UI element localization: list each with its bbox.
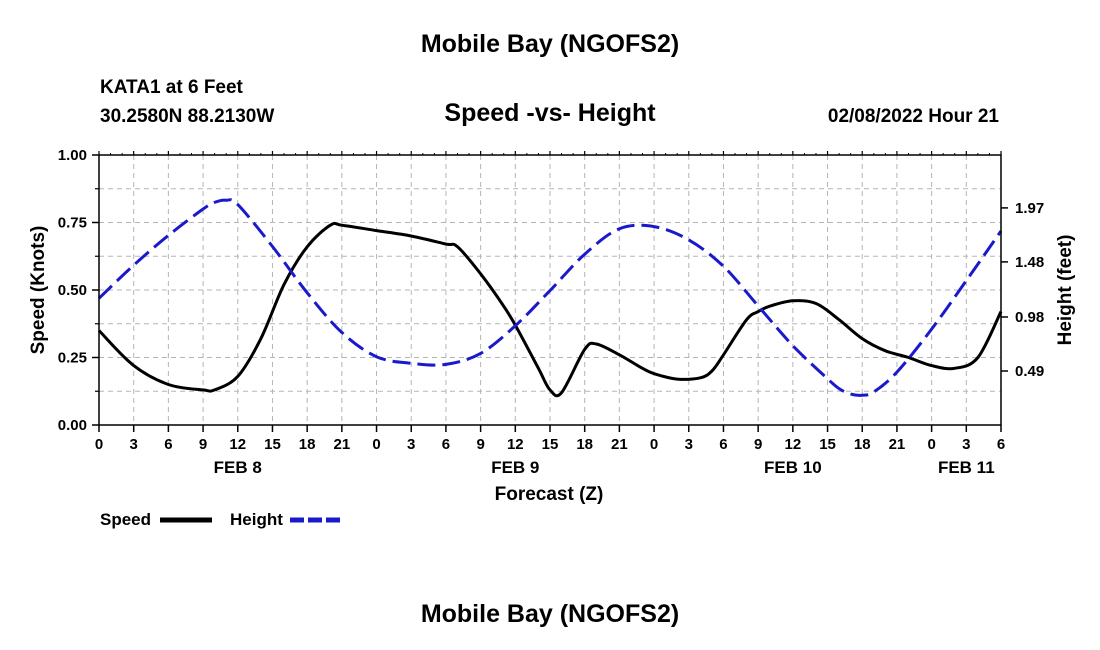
station-coordinates: 30.2580N 88.2130W	[100, 106, 275, 127]
x-tick-label: 21	[334, 436, 351, 453]
x-tick-label: 0	[372, 436, 380, 453]
speed-series-line	[97, 221, 1003, 398]
x-tick-label: 3	[685, 436, 693, 453]
y2-tick-label: 1.48	[1015, 254, 1044, 271]
x-tick-label: 6	[442, 436, 450, 453]
y2-tick-label: 0.49	[1015, 363, 1044, 380]
series-layer	[97, 198, 1003, 398]
x-tick-label: 15	[264, 436, 281, 453]
y-axis-label: Speed (Knots)	[28, 226, 49, 355]
station-name: KATA1 at 6 Feet	[100, 77, 243, 98]
x-tick-label: 18	[576, 436, 593, 453]
x-tick-label: 15	[819, 436, 836, 453]
x-tick-label: 18	[854, 436, 871, 453]
x-tick-label: 6	[719, 436, 727, 453]
date-label: FEB 9	[491, 458, 539, 477]
x-tick-label: 0	[95, 436, 103, 453]
x-tick-label: 3	[130, 436, 138, 453]
y2-tick-label: 0.98	[1015, 309, 1044, 326]
date-label: FEB 10	[764, 458, 822, 477]
x-axis-label: Forecast (Z)	[495, 484, 604, 505]
x-tick-label: 18	[299, 436, 316, 453]
y-tick-label: 1.00	[58, 147, 87, 164]
x-tick-label: 12	[229, 436, 246, 453]
y-tick-label: 0.00	[58, 417, 87, 434]
y-tick-label: 0.25	[58, 350, 87, 367]
legend: Speed Height	[100, 510, 342, 529]
x-tick-label: 15	[542, 436, 559, 453]
y-tick-label: 0.50	[58, 282, 87, 299]
x-tick-label: 0	[650, 436, 658, 453]
y-tick-label: 0.75	[58, 215, 87, 232]
y2-tick-label: 1.97	[1015, 200, 1044, 217]
x-tick-label: 0	[927, 436, 935, 453]
legend-speed-label: Speed	[100, 510, 151, 529]
height-series-line	[97, 198, 1003, 397]
x-tick-label: 9	[199, 436, 207, 453]
x-tick-label: 12	[785, 436, 802, 453]
x-tick-label: 9	[476, 436, 484, 453]
x-tick-label: 21	[889, 436, 906, 453]
x-tick-label: 3	[407, 436, 415, 453]
x-tick-label: 9	[754, 436, 762, 453]
date-label: FEB 11	[938, 458, 995, 477]
date-label: FEB 8	[214, 458, 262, 477]
y2-axis-label: Height (feet)	[1055, 235, 1076, 346]
chart-title: Mobile Bay (NGOFS2)	[420, 30, 680, 58]
footer-title: Mobile Bay (NGOFS2)	[420, 600, 680, 628]
x-tick-label: 12	[507, 436, 524, 453]
x-tick-label: 6	[164, 436, 172, 453]
forecast-datetime: 02/08/2022 Hour 21	[827, 106, 999, 127]
x-tick-label: 6	[997, 436, 1005, 453]
x-tick-label: 3	[962, 436, 970, 453]
x-tick-label: 21	[611, 436, 628, 453]
chart-subtitle: Speed -vs- Height	[444, 99, 656, 127]
axes: 0 3 6 9 12 15 18 21 0 3 6 9 12 15 18 21 0 3 6 9 12 15 18 21 0 3 6F…	[58, 147, 1044, 477]
legend-height-label: Height	[230, 510, 283, 529]
